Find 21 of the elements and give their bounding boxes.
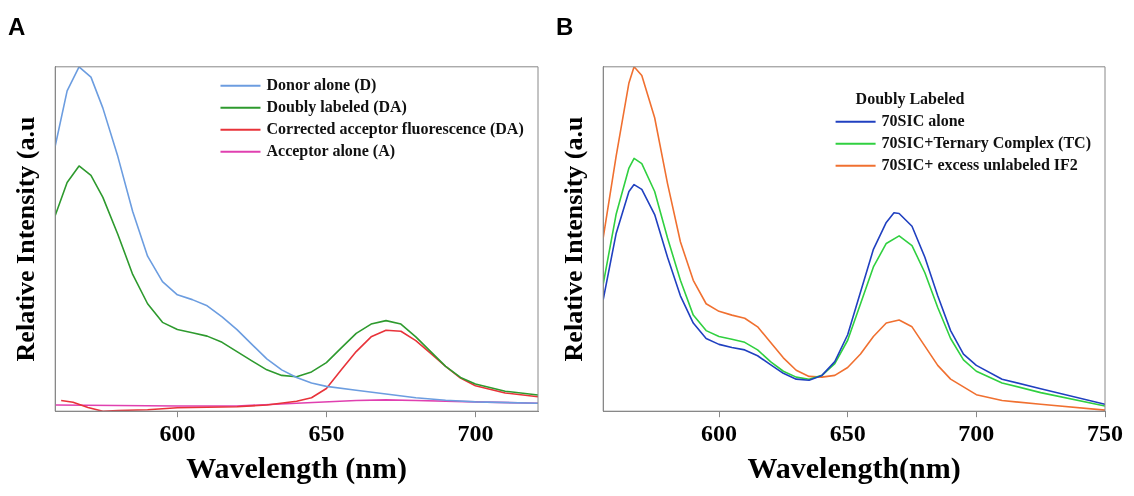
legend-label: Doubly labeled (DA) bbox=[266, 97, 407, 116]
legend-label: Acceptor alone (A) bbox=[266, 141, 396, 160]
legend-label: 70SIC+ excess unlabeled IF2 bbox=[881, 155, 1078, 173]
x-tick-label: 600 bbox=[701, 419, 737, 446]
legend-label: 70SIC+Ternary Complex (TC) bbox=[881, 133, 1092, 152]
legend-label: Corrected acceptor fluorescence (DA) bbox=[266, 119, 524, 138]
x-axis-title: Wavelength (nm) bbox=[186, 450, 408, 485]
x-tick-label: 700 bbox=[457, 419, 494, 446]
x-tick-label: 650 bbox=[829, 419, 866, 446]
legend-title: Doubly Labeled bbox=[855, 89, 965, 108]
x-tick-label: 650 bbox=[308, 419, 345, 446]
x-tick-label: 700 bbox=[958, 419, 995, 446]
legend-label: Donor alone (D) bbox=[266, 75, 377, 94]
legend-label: 70SIC alone bbox=[881, 111, 965, 129]
chart-title: A bbox=[8, 13, 26, 41]
x-tick-label: 750 bbox=[1087, 419, 1123, 446]
y-axis-title: Relative Intensity (a.u bbox=[11, 116, 41, 362]
chart-title: B bbox=[556, 13, 574, 41]
x-tick-label: 600 bbox=[159, 419, 196, 446]
y-axis-title: Relative Intensity (a.u bbox=[559, 116, 589, 362]
x-axis-title: Wavelength(nm) bbox=[747, 450, 961, 485]
